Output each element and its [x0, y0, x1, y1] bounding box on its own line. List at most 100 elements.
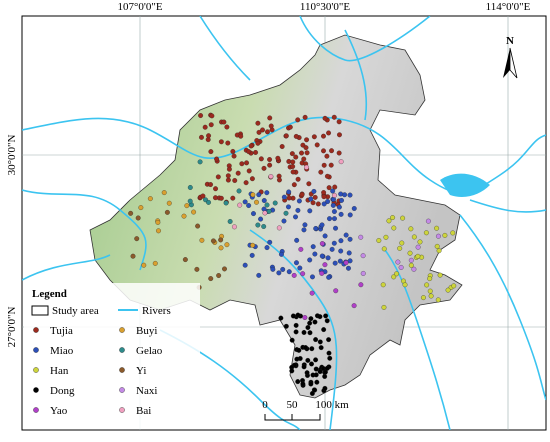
- settlement-point: [381, 246, 387, 252]
- settlement-point: [425, 218, 431, 224]
- settlement-point: [197, 159, 203, 165]
- settlement-point: [155, 219, 161, 225]
- settlement-point: [214, 156, 220, 162]
- settlement-point: [445, 287, 451, 293]
- settlement-point: [268, 123, 274, 129]
- legend-marker: [33, 347, 39, 353]
- settlement-point: [243, 180, 249, 186]
- settlement-point: [262, 210, 268, 216]
- settlement-point: [279, 144, 285, 150]
- settlement-point: [304, 370, 310, 376]
- settlement-point: [398, 265, 404, 270]
- settlement-point: [218, 195, 224, 201]
- settlement-point: [434, 243, 440, 249]
- settlement-point: [251, 211, 256, 217]
- settlement-point: [332, 184, 338, 190]
- scale-label: 50: [287, 399, 299, 411]
- settlement-point: [326, 185, 332, 191]
- settlement-point: [394, 271, 399, 277]
- settlement-point: [295, 379, 301, 385]
- settlement-point: [130, 253, 136, 259]
- settlement-point: [317, 314, 323, 320]
- settlement-point: [402, 282, 408, 288]
- settlement-point: [226, 166, 232, 172]
- settlement-point: [309, 290, 315, 296]
- settlement-point: [304, 137, 310, 143]
- settlement-point: [391, 225, 397, 231]
- settlement-point: [408, 262, 414, 268]
- settlement-point: [286, 195, 292, 201]
- settlement-point: [283, 210, 289, 216]
- settlement-point: [295, 117, 301, 123]
- settlement-point: [242, 262, 248, 268]
- settlement-point: [360, 253, 366, 259]
- settlement-point: [283, 323, 289, 329]
- settlement-point: [224, 124, 230, 130]
- settlement-point: [286, 269, 292, 275]
- settlement-point: [195, 223, 201, 229]
- settlement-point: [249, 252, 255, 258]
- settlement-point: [294, 356, 300, 362]
- settlement-point: [238, 133, 244, 139]
- settlement-point: [381, 304, 387, 310]
- settlement-point: [310, 200, 316, 206]
- settlement-point: [407, 250, 413, 256]
- settlement-point: [317, 339, 323, 345]
- settlement-point: [313, 337, 319, 343]
- settlement-point: [246, 168, 252, 174]
- settlement-point: [135, 215, 141, 221]
- settlement-point: [152, 260, 158, 266]
- settlement-point: [294, 237, 300, 243]
- settlement-point: [270, 266, 276, 272]
- settlement-point: [293, 214, 298, 220]
- settlement-point: [411, 266, 417, 272]
- settlement-point: [336, 204, 342, 210]
- settlement-point: [397, 245, 403, 251]
- settlement-point: [128, 210, 134, 216]
- settlement-point: [291, 182, 297, 188]
- settlement-point: [343, 260, 349, 266]
- settlement-point: [408, 226, 414, 232]
- settlement-point: [258, 216, 264, 222]
- settlement-point: [222, 266, 227, 272]
- settlement-point: [187, 185, 193, 190]
- settlement-point: [232, 178, 238, 183]
- settlement-point: [342, 192, 348, 198]
- settlement-point: [315, 201, 321, 207]
- settlement-point: [293, 322, 299, 328]
- settlement-point: [276, 177, 282, 183]
- settlement-point: [235, 170, 241, 176]
- settlement-point: [311, 387, 317, 393]
- settlement-point: [231, 153, 237, 159]
- settlement-point: [338, 238, 344, 244]
- settlement-point: [321, 133, 326, 139]
- settlement-point: [250, 242, 256, 248]
- settlement-point: [415, 244, 421, 250]
- legend-marker: [119, 407, 125, 413]
- settlement-point: [147, 196, 153, 202]
- settlement-point: [301, 227, 307, 233]
- settlement-point: [303, 145, 309, 151]
- settlement-point: [305, 325, 311, 330]
- settlement-point: [329, 246, 335, 252]
- settlement-point: [346, 265, 351, 271]
- settlement-point: [230, 195, 236, 201]
- settlement-point: [294, 260, 299, 266]
- settlement-point: [293, 329, 299, 335]
- settlement-point: [314, 379, 320, 385]
- settlement-point: [411, 234, 417, 240]
- settlement-point: [435, 233, 441, 239]
- settlement-point: [308, 196, 314, 202]
- settlement-point: [289, 151, 295, 157]
- settlement-point: [249, 176, 255, 182]
- settlement-point: [343, 232, 349, 238]
- settlement-point: [166, 200, 172, 206]
- settlement-point: [339, 197, 344, 203]
- settlement-point: [427, 288, 433, 294]
- settlement-point: [236, 188, 242, 194]
- settlement-point: [322, 262, 328, 268]
- settlement-point: [182, 257, 188, 263]
- legend-label: Bai: [136, 405, 151, 417]
- settlement-point: [322, 385, 328, 391]
- settlement-point: [391, 274, 397, 280]
